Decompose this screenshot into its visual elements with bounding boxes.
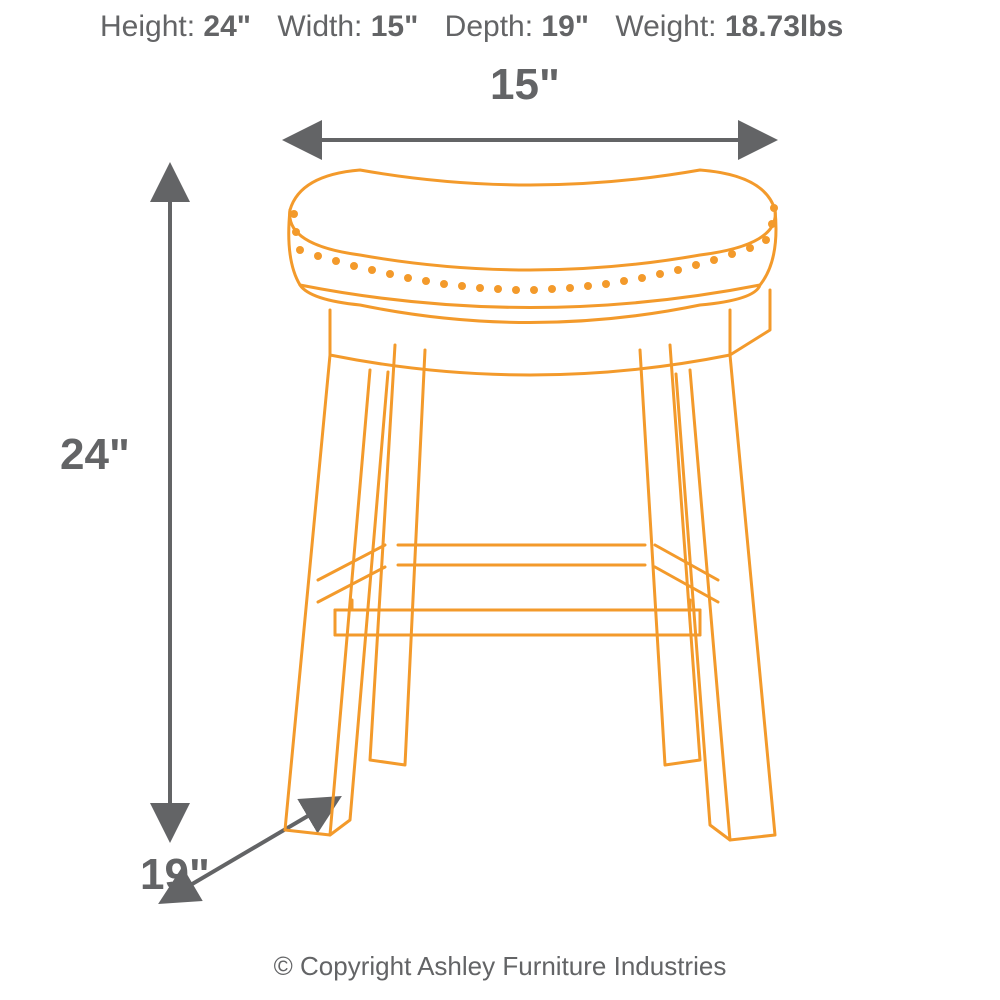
nailhead-trim (290, 204, 778, 294)
stool-outline (285, 170, 778, 840)
stool-line-drawing (0, 0, 1000, 1000)
dimension-arrows (165, 140, 770, 900)
product-dimension-diagram: { "specs": { "height_label": "Height:", … (0, 0, 1000, 1000)
copyright-line: © Copyright Ashley Furniture Industries (0, 951, 1000, 982)
